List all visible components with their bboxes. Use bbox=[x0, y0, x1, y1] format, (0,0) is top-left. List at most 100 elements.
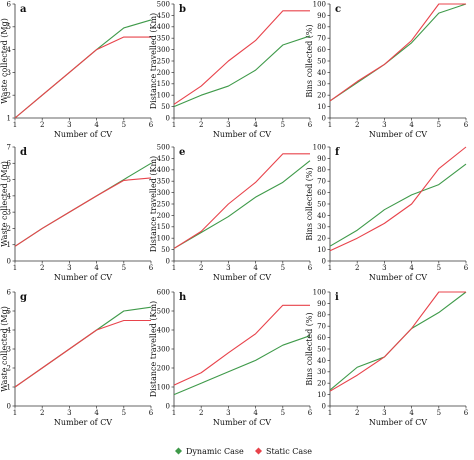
y-axis-label: Distance travelled (Km) bbox=[149, 301, 158, 397]
y-tick-label: 500 bbox=[157, 307, 170, 315]
y-tick-label: 50 bbox=[161, 246, 170, 254]
x-axis-label: Number of CV bbox=[213, 418, 271, 427]
legend-marker-static bbox=[255, 447, 262, 455]
y-tick-label: 60 bbox=[317, 46, 326, 54]
y-tick-label: 70 bbox=[317, 35, 326, 43]
y-tick-label: 5 bbox=[7, 176, 11, 184]
x-tick-label: 2 bbox=[355, 264, 359, 272]
series-line-dynamic bbox=[329, 291, 467, 391]
y-tick-label: 50 bbox=[161, 103, 170, 111]
x-axis-label: Number of CV bbox=[369, 273, 427, 282]
y-tick-label: 250 bbox=[157, 57, 170, 65]
y-tick-label: 600 bbox=[157, 288, 170, 296]
y-tick-label: 90 bbox=[317, 12, 326, 20]
y-tick-label: 0 bbox=[322, 114, 326, 122]
x-tick-label: 1 bbox=[328, 121, 332, 129]
x-tick-label: 1 bbox=[13, 409, 17, 417]
y-tick-label: 0 bbox=[322, 402, 326, 410]
panel-a: 1 2 3 4 5 6 1 2 3 4 5 6 Number of CV Waste collected … bbox=[0, 0, 154, 139]
x-tick-label: 3 bbox=[382, 409, 386, 417]
x-axis-label: Number of CV bbox=[213, 273, 271, 282]
y-tick-label: 40 bbox=[317, 357, 326, 365]
panel-letter: b bbox=[179, 4, 186, 15]
x-tick-label: 4 bbox=[253, 264, 258, 272]
y-tick-label: 80 bbox=[317, 23, 326, 31]
series-line-static bbox=[329, 291, 466, 392]
x-tick-label: 4 bbox=[253, 121, 258, 129]
x-tick-label: 5 bbox=[281, 264, 285, 272]
y-tick-label: 350 bbox=[157, 178, 170, 186]
series-line-static bbox=[14, 36, 151, 119]
series-line-static bbox=[329, 146, 467, 252]
y-axis-label: Waste collected (Mg) bbox=[0, 306, 9, 392]
x-tick-label: 6 bbox=[149, 264, 154, 272]
x-tick-label: 3 bbox=[226, 409, 230, 417]
y-tick-label: 400 bbox=[157, 23, 170, 31]
x-tick-label: 4 bbox=[409, 121, 414, 129]
y-tick-label: 450 bbox=[157, 155, 170, 163]
y-tick-label: 90 bbox=[317, 155, 326, 163]
y-tick-label: 6 bbox=[7, 0, 12, 8]
x-tick-label: 3 bbox=[382, 264, 386, 272]
y-tick-label: 30 bbox=[317, 223, 326, 231]
y-axis-label: Bins collected (%) bbox=[305, 24, 314, 97]
y-axis-label: Waste collected (Mg) bbox=[0, 18, 9, 104]
y-tick-label: 0 bbox=[166, 402, 170, 410]
y-tick-label: 0 bbox=[166, 257, 170, 265]
x-tick-label: 5 bbox=[281, 409, 285, 417]
panel-letter: d bbox=[20, 147, 27, 158]
y-tick-label: 4 bbox=[7, 326, 12, 334]
panel-letter: c bbox=[335, 4, 341, 15]
x-tick-label: 3 bbox=[382, 121, 386, 129]
y-tick-label: 10 bbox=[317, 246, 326, 254]
y-tick-label: 20 bbox=[317, 92, 326, 100]
x-tick-label: 4 bbox=[409, 409, 414, 417]
y-tick-label: 100 bbox=[157, 92, 170, 100]
y-tick-label: 2 bbox=[7, 92, 11, 100]
series-line-static bbox=[173, 304, 310, 386]
y-tick-label: 90 bbox=[317, 300, 326, 308]
x-tick-label: 5 bbox=[122, 409, 126, 417]
y-tick-label: 60 bbox=[317, 334, 326, 342]
x-tick-label: 2 bbox=[40, 121, 44, 129]
y-tick-label: 500 bbox=[157, 143, 170, 151]
x-tick-label: 5 bbox=[437, 409, 441, 417]
y-tick-label: 3 bbox=[7, 345, 11, 353]
x-tick-label: 2 bbox=[199, 409, 203, 417]
y-tick-label: 5 bbox=[7, 307, 11, 315]
y-tick-label: 150 bbox=[157, 80, 170, 88]
series-line-dynamic bbox=[329, 3, 467, 102]
x-tick-label: 1 bbox=[328, 264, 332, 272]
y-tick-label: 4 bbox=[7, 192, 12, 200]
y-tick-label: 0 bbox=[166, 114, 170, 122]
y-tick-label: 250 bbox=[157, 200, 170, 208]
series-line-dynamic bbox=[329, 163, 467, 247]
x-tick-label: 1 bbox=[13, 264, 17, 272]
y-tick-label: 0 bbox=[322, 257, 326, 265]
y-tick-label: 100 bbox=[313, 288, 326, 296]
panel-h: 1 2 3 4 5 6 0 100 200 300 400 500 600 Number of CV Dis… bbox=[149, 288, 313, 427]
y-tick-label: 6 bbox=[7, 288, 12, 296]
y-tick-label: 100 bbox=[313, 143, 326, 151]
x-tick-label: 2 bbox=[40, 409, 44, 417]
y-tick-label: 0 bbox=[7, 402, 11, 410]
y-tick-label: 200 bbox=[157, 212, 170, 220]
y-tick-label: 2 bbox=[7, 225, 11, 233]
x-tick-label: 5 bbox=[122, 121, 126, 129]
x-axis-label: Number of CV bbox=[369, 130, 427, 139]
x-tick-label: 2 bbox=[199, 264, 203, 272]
y-tick-label: 20 bbox=[317, 380, 326, 388]
x-tick-label: 2 bbox=[199, 121, 203, 129]
y-tick-label: 200 bbox=[157, 69, 170, 77]
y-tick-label: 100 bbox=[157, 383, 170, 391]
y-tick-label: 50 bbox=[317, 200, 326, 208]
x-tick-label: 3 bbox=[67, 264, 71, 272]
panel-letter: h bbox=[179, 292, 187, 303]
y-tick-label: 10 bbox=[317, 103, 326, 111]
y-tick-label: 1 bbox=[7, 241, 11, 249]
y-tick-label: 7 bbox=[7, 143, 11, 151]
